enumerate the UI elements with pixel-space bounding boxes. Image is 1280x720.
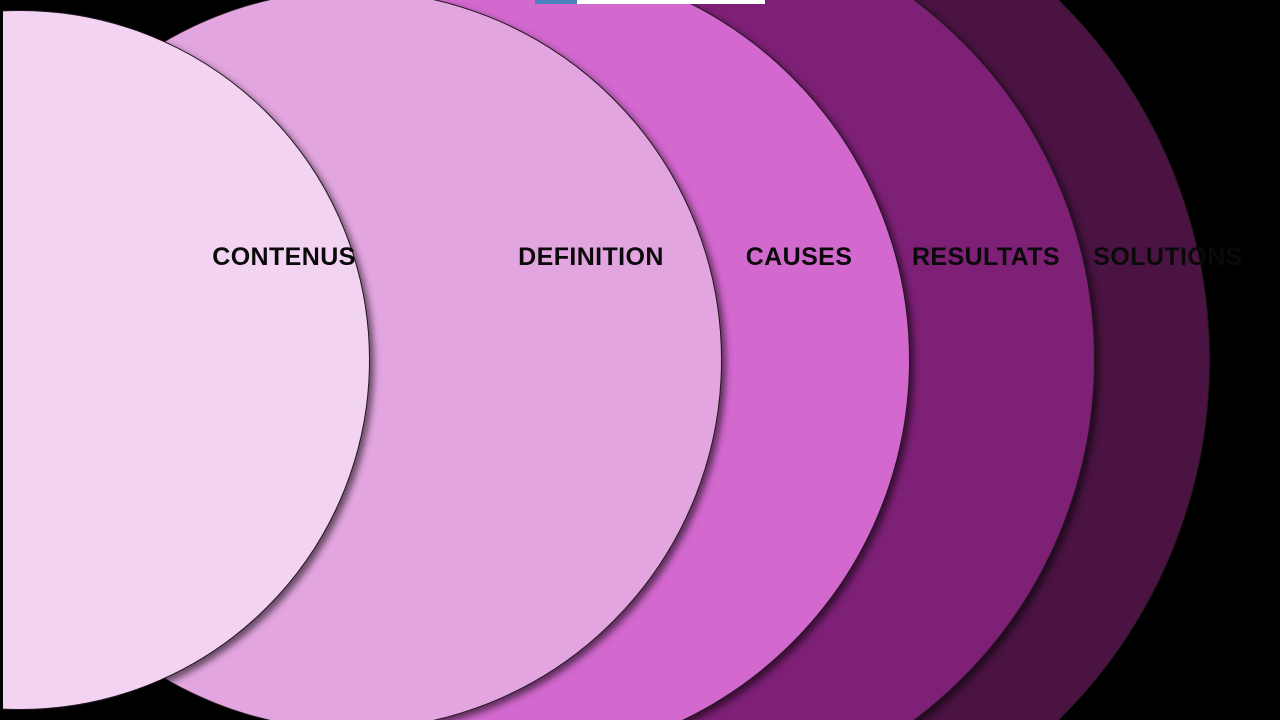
top-progress-bar-track: [577, 0, 765, 4]
circle-label-contenus[interactable]: CONTENUS: [212, 243, 356, 271]
circle-label-solutions[interactable]: SOLUTIONS: [1093, 243, 1243, 271]
top-progress-bar[interactable]: [535, 0, 765, 4]
slide-frame-left-edge: [0, 0, 3, 720]
circle-label-resultats[interactable]: RESULTATS: [911, 243, 1061, 271]
top-progress-bar-fill: [535, 0, 577, 4]
circle-label-causes[interactable]: CAUSES: [745, 243, 853, 271]
circle-label-definition[interactable]: DEFINITION: [518, 243, 664, 271]
